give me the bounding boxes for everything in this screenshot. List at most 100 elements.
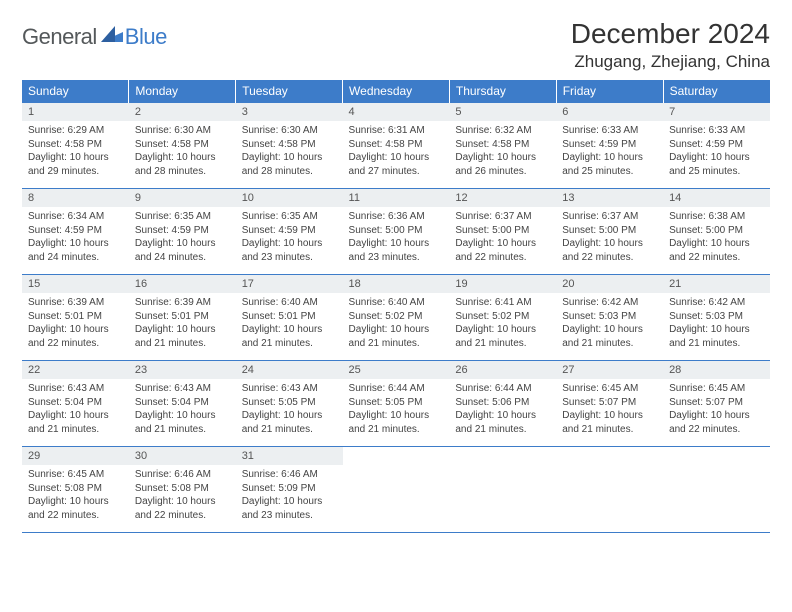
- daylight-line: Daylight: 10 hours: [669, 323, 764, 337]
- sunrise-line: Sunrise: 6:37 AM: [455, 210, 550, 224]
- calendar-day-cell: 17Sunrise: 6:40 AMSunset: 5:01 PMDayligh…: [236, 275, 343, 361]
- daylight-line: Daylight: 10 hours: [562, 237, 657, 251]
- calendar-day-cell: 19Sunrise: 6:41 AMSunset: 5:02 PMDayligh…: [449, 275, 556, 361]
- sunrise-line: Sunrise: 6:37 AM: [562, 210, 657, 224]
- day-details: Sunrise: 6:43 AMSunset: 5:04 PMDaylight:…: [22, 379, 129, 440]
- daylight-line: and 21 minutes.: [349, 337, 444, 351]
- sunset-line: Sunset: 4:58 PM: [349, 138, 444, 152]
- logo-text-blue: Blue: [125, 24, 167, 50]
- daylight-line: Daylight: 10 hours: [562, 151, 657, 165]
- sunrise-line: Sunrise: 6:45 AM: [669, 382, 764, 396]
- sunset-line: Sunset: 5:05 PM: [349, 396, 444, 410]
- daylight-line: and 22 minutes.: [669, 251, 764, 265]
- title-block: December 2024 Zhugang, Zhejiang, China: [571, 18, 770, 72]
- logo: General Blue: [22, 18, 167, 50]
- calendar-week-row: 1Sunrise: 6:29 AMSunset: 4:58 PMDaylight…: [22, 103, 770, 189]
- calendar-day-cell: 21Sunrise: 6:42 AMSunset: 5:03 PMDayligh…: [663, 275, 770, 361]
- calendar-day-cell: 3Sunrise: 6:30 AMSunset: 4:58 PMDaylight…: [236, 103, 343, 189]
- day-details: Sunrise: 6:36 AMSunset: 5:00 PMDaylight:…: [343, 207, 450, 268]
- daylight-line: and 21 minutes.: [562, 423, 657, 437]
- day-number: 4: [343, 103, 450, 121]
- calendar-day-cell: 4Sunrise: 6:31 AMSunset: 4:58 PMDaylight…: [343, 103, 450, 189]
- day-number: 24: [236, 361, 343, 379]
- day-number: 7: [663, 103, 770, 121]
- sunrise-line: Sunrise: 6:43 AM: [242, 382, 337, 396]
- sunrise-line: Sunrise: 6:45 AM: [28, 468, 123, 482]
- calendar-day-cell: 14Sunrise: 6:38 AMSunset: 5:00 PMDayligh…: [663, 189, 770, 275]
- daylight-line: and 21 minutes.: [28, 423, 123, 437]
- sunrise-line: Sunrise: 6:35 AM: [242, 210, 337, 224]
- sunrise-line: Sunrise: 6:30 AM: [242, 124, 337, 138]
- weekday-header: Tuesday: [236, 80, 343, 103]
- day-details: Sunrise: 6:39 AMSunset: 5:01 PMDaylight:…: [129, 293, 236, 354]
- day-number: 15: [22, 275, 129, 293]
- sunrise-line: Sunrise: 6:30 AM: [135, 124, 230, 138]
- day-details: Sunrise: 6:29 AMSunset: 4:58 PMDaylight:…: [22, 121, 129, 182]
- sunset-line: Sunset: 4:59 PM: [669, 138, 764, 152]
- location: Zhugang, Zhejiang, China: [571, 52, 770, 72]
- logo-mark-icon: [101, 26, 123, 47]
- day-details: Sunrise: 6:43 AMSunset: 5:05 PMDaylight:…: [236, 379, 343, 440]
- daylight-line: Daylight: 10 hours: [242, 237, 337, 251]
- logo-text-general: General: [22, 24, 97, 50]
- calendar-day-cell: 18Sunrise: 6:40 AMSunset: 5:02 PMDayligh…: [343, 275, 450, 361]
- weekday-header: Friday: [556, 80, 663, 103]
- daylight-line: and 25 minutes.: [562, 165, 657, 179]
- calendar-day-cell: [663, 447, 770, 533]
- daylight-line: and 21 minutes.: [242, 423, 337, 437]
- sunrise-line: Sunrise: 6:33 AM: [669, 124, 764, 138]
- calendar-week-row: 22Sunrise: 6:43 AMSunset: 5:04 PMDayligh…: [22, 361, 770, 447]
- calendar-day-cell: [556, 447, 663, 533]
- day-details: Sunrise: 6:33 AMSunset: 4:59 PMDaylight:…: [556, 121, 663, 182]
- calendar-day-cell: 29Sunrise: 6:45 AMSunset: 5:08 PMDayligh…: [22, 447, 129, 533]
- weekday-header: Thursday: [449, 80, 556, 103]
- calendar-week-row: 15Sunrise: 6:39 AMSunset: 5:01 PMDayligh…: [22, 275, 770, 361]
- daylight-line: and 23 minutes.: [242, 251, 337, 265]
- daylight-line: Daylight: 10 hours: [349, 151, 444, 165]
- day-details: Sunrise: 6:46 AMSunset: 5:09 PMDaylight:…: [236, 465, 343, 526]
- calendar-day-cell: 20Sunrise: 6:42 AMSunset: 5:03 PMDayligh…: [556, 275, 663, 361]
- daylight-line: Daylight: 10 hours: [455, 237, 550, 251]
- day-details: Sunrise: 6:32 AMSunset: 4:58 PMDaylight:…: [449, 121, 556, 182]
- sunrise-line: Sunrise: 6:33 AM: [562, 124, 657, 138]
- day-details: Sunrise: 6:44 AMSunset: 5:06 PMDaylight:…: [449, 379, 556, 440]
- daylight-line: and 22 minutes.: [562, 251, 657, 265]
- sunrise-line: Sunrise: 6:46 AM: [242, 468, 337, 482]
- sunset-line: Sunset: 4:58 PM: [28, 138, 123, 152]
- calendar-day-cell: 31Sunrise: 6:46 AMSunset: 5:09 PMDayligh…: [236, 447, 343, 533]
- day-number: 13: [556, 189, 663, 207]
- daylight-line: and 21 minutes.: [669, 337, 764, 351]
- day-number: 23: [129, 361, 236, 379]
- day-details: Sunrise: 6:41 AMSunset: 5:02 PMDaylight:…: [449, 293, 556, 354]
- sunrise-line: Sunrise: 6:42 AM: [669, 296, 764, 310]
- calendar-table: Sunday Monday Tuesday Wednesday Thursday…: [22, 80, 770, 533]
- day-number: 14: [663, 189, 770, 207]
- daylight-line: Daylight: 10 hours: [349, 237, 444, 251]
- calendar-day-cell: 27Sunrise: 6:45 AMSunset: 5:07 PMDayligh…: [556, 361, 663, 447]
- daylight-line: and 27 minutes.: [349, 165, 444, 179]
- weekday-header: Saturday: [663, 80, 770, 103]
- day-number: 26: [449, 361, 556, 379]
- daylight-line: Daylight: 10 hours: [455, 323, 550, 337]
- day-details: Sunrise: 6:37 AMSunset: 5:00 PMDaylight:…: [556, 207, 663, 268]
- day-details: Sunrise: 6:35 AMSunset: 4:59 PMDaylight:…: [236, 207, 343, 268]
- month-title: December 2024: [571, 18, 770, 50]
- calendar-day-cell: 7Sunrise: 6:33 AMSunset: 4:59 PMDaylight…: [663, 103, 770, 189]
- daylight-line: and 28 minutes.: [135, 165, 230, 179]
- sunrise-line: Sunrise: 6:43 AM: [28, 382, 123, 396]
- calendar-day-cell: 25Sunrise: 6:44 AMSunset: 5:05 PMDayligh…: [343, 361, 450, 447]
- daylight-line: Daylight: 10 hours: [135, 495, 230, 509]
- sunset-line: Sunset: 5:08 PM: [135, 482, 230, 496]
- day-number: 19: [449, 275, 556, 293]
- calendar-day-cell: 15Sunrise: 6:39 AMSunset: 5:01 PMDayligh…: [22, 275, 129, 361]
- sunset-line: Sunset: 4:58 PM: [455, 138, 550, 152]
- daylight-line: and 23 minutes.: [242, 509, 337, 523]
- day-number: 27: [556, 361, 663, 379]
- calendar-day-cell: 2Sunrise: 6:30 AMSunset: 4:58 PMDaylight…: [129, 103, 236, 189]
- sunrise-line: Sunrise: 6:32 AM: [455, 124, 550, 138]
- daylight-line: and 29 minutes.: [28, 165, 123, 179]
- daylight-line: Daylight: 10 hours: [135, 237, 230, 251]
- weekday-header: Wednesday: [343, 80, 450, 103]
- daylight-line: Daylight: 10 hours: [135, 151, 230, 165]
- calendar-day-cell: [449, 447, 556, 533]
